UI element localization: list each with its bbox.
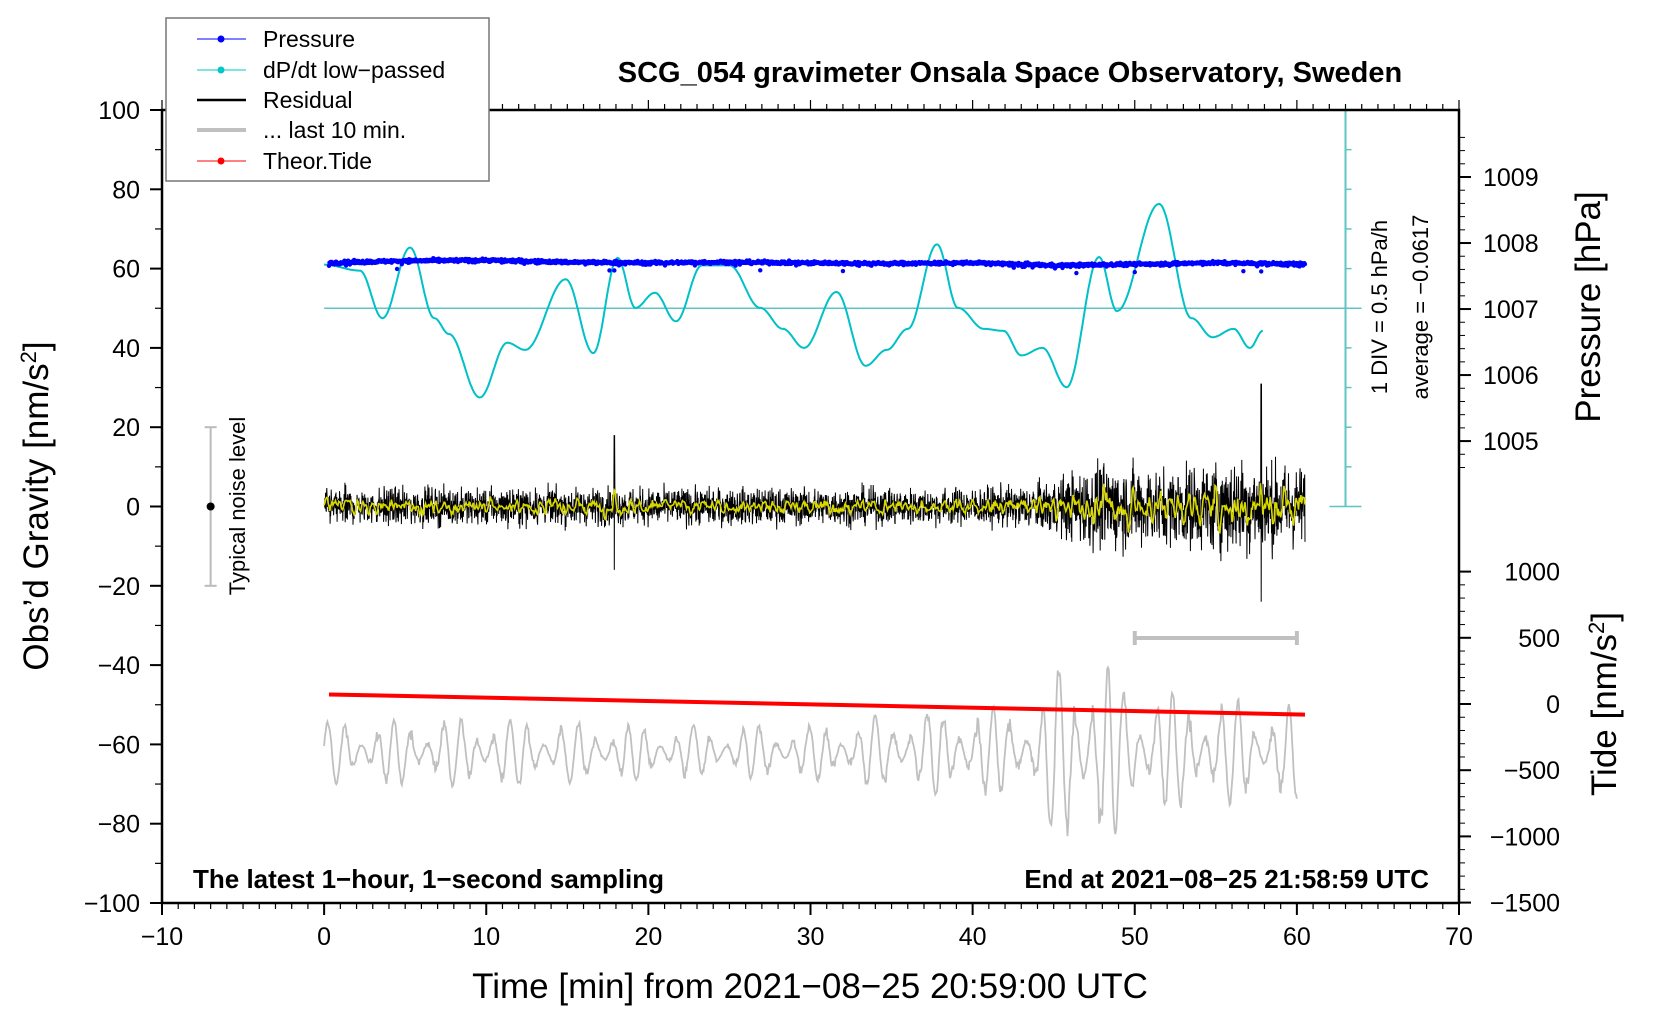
dpdt-scale-label: 1 DIV = 0.5 hPa/h [1367,220,1392,394]
pressure-series-points [326,256,1308,276]
svg-text:Residual: Residual [263,87,353,113]
x-tick-label: 50 [1121,923,1149,951]
pressure-tick-label: 1006 [1483,362,1539,390]
pressure-tick-label: 1009 [1483,164,1539,192]
y-tick-label: −60 [98,731,140,759]
pressure-point [1259,269,1264,274]
svg-text:Pressure: Pressure [263,26,355,52]
noise-level-label: Typical noise level [225,417,250,596]
x-tick-label: 10 [472,923,500,951]
tide-tick-label: −1500 [1490,890,1560,918]
tide-series-line [328,692,1306,717]
tide-tick-label: 0 [1546,691,1560,719]
y-axis-label-left: Obs’d Gravity [nm/s2] [16,341,56,670]
y-axis-label-pressure: Pressure [hPa] [1569,191,1608,423]
pressure-point [733,263,738,268]
y-tick-label: 20 [112,414,140,442]
x-tick-label: −10 [141,923,183,951]
legend: Pressure dP/dt low−passed Residual ... l… [165,17,490,182]
legend-entry-tide: Theor.Tide [197,148,372,174]
dpdt-average-label: average = −0.0617 [1408,215,1433,400]
y-tick-label: 0 [126,494,140,522]
svg-text:Theor.Tide: Theor.Tide [263,148,372,174]
x-tick-label: 60 [1283,923,1311,951]
annotation-bottom-right: End at 2021−08−25 21:58:59 UTC [1024,864,1429,894]
pressure-point [1302,261,1308,267]
y-axis-label-tide: Tide [nm/s2] [1584,612,1624,796]
pressure-tick-label: 1005 [1483,428,1539,456]
tide-tick-label: −500 [1504,757,1560,785]
pressure-tick-label: 1007 [1483,296,1539,324]
pressure-point [1011,265,1016,270]
tide-tick-label: 1000 [1504,559,1560,587]
axes-layer: −10 0 10 20 30 40 50 60 70100806040200−20−40−60−… [84,97,1560,951]
pressure-point [758,268,763,273]
y-tick-label: 60 [112,256,140,284]
y-tick-label: −20 [98,573,140,601]
pressure-point [840,268,846,274]
x-tick-label: 20 [634,923,662,951]
x-tick-label: 0 [317,923,331,951]
y-tick-label: −100 [84,890,140,918]
pressure-point [1074,270,1079,276]
y-tick-label: −80 [98,811,140,839]
dpdt-series-line [324,202,1263,399]
annotation-bottom-left: The latest 1−hour, 1−second sampling [193,864,664,894]
legend-entry-dpdt: dP/dt low−passed [197,57,445,83]
residual-smoothed-line [323,483,1306,535]
y-tick-label: 40 [112,335,140,363]
chart-title: SCG_054 gravimeter Onsala Space Observat… [618,57,1402,89]
tide-tick-label: 500 [1518,625,1560,653]
svg-text:dP/dt low−passed: dP/dt low−passed [263,57,445,83]
noise-level-dot [206,502,215,511]
legend-entry-pressure: Pressure [197,26,355,52]
x-tick-label: 40 [959,923,987,951]
pressure-point [1132,269,1137,275]
legend-entry-last10: ... last 10 min. [197,117,406,143]
tide-tick-label: −1000 [1490,823,1560,851]
pressure-point [1241,268,1246,274]
x-tick-label: 30 [797,923,825,951]
x-axis-label: Time [min] from 2021−08−25 20:59:00 UTC [472,967,1148,1006]
pressure-point [607,268,612,273]
pressure-point [394,266,400,272]
y-tick-label: 80 [112,176,140,204]
pressure-point [612,268,617,273]
x-tick-label: 70 [1445,923,1473,951]
y-tick-label: 100 [98,97,140,125]
last10-series-line [323,665,1298,837]
pressure-tick-label: 1008 [1483,230,1539,258]
svg-text:... last 10 min.: ... last 10 min. [263,117,406,143]
y-tick-label: −40 [98,652,140,680]
series-layer [204,109,1362,837]
legend-entry-residual: Residual [197,87,353,113]
